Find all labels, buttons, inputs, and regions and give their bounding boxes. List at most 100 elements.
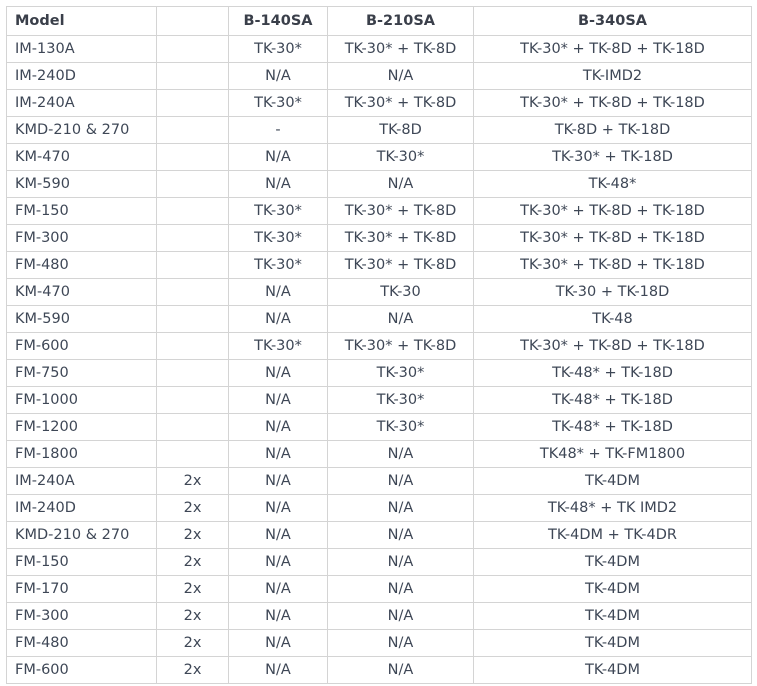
- cell-b-140sa: -: [228, 116, 328, 144]
- table-row: KM-470 N/A TK-30* TK-30* + TK-18D: [6, 143, 752, 171]
- cell-b-340sa: TK-4DM: [473, 575, 752, 603]
- cell-b-340sa: TK48* + TK-FM1800: [473, 440, 752, 468]
- table-row: FM-600 2x N/A N/A TK-4DM: [6, 656, 752, 684]
- cell-model: KM-470: [6, 143, 157, 171]
- cell-b-210sa: TK-30* + TK-8D: [327, 89, 474, 117]
- cell-b-210sa: TK-30*: [327, 386, 474, 414]
- table-row: IM-240D N/A N/A TK-IMD2: [6, 62, 752, 90]
- cell-b-340sa: TK-48*: [473, 170, 752, 198]
- cell-quantity: 2x: [156, 602, 229, 630]
- cell-b-340sa: TK-4DM: [473, 548, 752, 576]
- cell-b-210sa: N/A: [327, 629, 474, 657]
- cell-quantity: [156, 170, 229, 198]
- header-b-340sa: B-340SA: [473, 6, 752, 36]
- table-row: IM-240A 2x N/A N/A TK-4DM: [6, 467, 752, 495]
- table-row: FM-750 N/A TK-30* TK-48* + TK-18D: [6, 359, 752, 387]
- cell-b-340sa: TK-30* + TK-8D + TK-18D: [473, 197, 752, 225]
- cell-b-210sa: N/A: [327, 575, 474, 603]
- cell-model: FM-1200: [6, 413, 157, 441]
- cell-b-140sa: N/A: [228, 602, 328, 630]
- header-b-140sa: B-140SA: [228, 6, 328, 36]
- cell-model: FM-600: [6, 332, 157, 360]
- cell-b-210sa: N/A: [327, 440, 474, 468]
- table-row: IM-240D 2x N/A N/A TK-48* + TK IMD2: [6, 494, 752, 522]
- cell-b-210sa: TK-30* + TK-8D: [327, 332, 474, 360]
- cell-b-140sa: TK-30*: [228, 35, 328, 63]
- cell-quantity: [156, 116, 229, 144]
- cell-model: FM-480: [6, 251, 157, 279]
- cell-b-140sa: N/A: [228, 278, 328, 306]
- cell-b-210sa: TK-30: [327, 278, 474, 306]
- cell-b-340sa: TK-4DM + TK-4DR: [473, 521, 752, 549]
- cell-model: FM-1000: [6, 386, 157, 414]
- cell-b-140sa: N/A: [228, 629, 328, 657]
- cell-quantity: [156, 62, 229, 90]
- cell-b-340sa: TK-48* + TK-18D: [473, 386, 752, 414]
- cell-model: IM-240A: [6, 89, 157, 117]
- cell-b-340sa: TK-4DM: [473, 467, 752, 495]
- cell-b-210sa: N/A: [327, 494, 474, 522]
- cell-b-140sa: N/A: [228, 170, 328, 198]
- cell-b-140sa: N/A: [228, 305, 328, 333]
- cell-model: IM-130A: [6, 35, 157, 63]
- cell-quantity: [156, 224, 229, 252]
- cell-b-340sa: TK-48: [473, 305, 752, 333]
- cell-b-140sa: N/A: [228, 413, 328, 441]
- cell-b-210sa: N/A: [327, 305, 474, 333]
- cell-b-210sa: N/A: [327, 521, 474, 549]
- cell-quantity: 2x: [156, 521, 229, 549]
- cell-model: FM-170: [6, 575, 157, 603]
- table-row: FM-1200 N/A TK-30* TK-48* + TK-18D: [6, 413, 752, 441]
- cell-quantity: [156, 251, 229, 279]
- cell-quantity: [156, 278, 229, 306]
- cell-b-140sa: TK-30*: [228, 89, 328, 117]
- cell-b-210sa: N/A: [327, 467, 474, 495]
- cell-b-140sa: N/A: [228, 440, 328, 468]
- cell-model: KMD-210 & 270: [6, 521, 157, 549]
- table-row: FM-170 2x N/A N/A TK-4DM: [6, 575, 752, 603]
- cell-b-140sa: TK-30*: [228, 197, 328, 225]
- cell-b-210sa: N/A: [327, 656, 474, 684]
- table-header: Model B-140SA B-210SA B-340SA: [6, 6, 752, 36]
- cell-b-210sa: N/A: [327, 62, 474, 90]
- cell-b-210sa: N/A: [327, 602, 474, 630]
- cell-b-340sa: TK-4DM: [473, 629, 752, 657]
- cell-quantity: [156, 413, 229, 441]
- table-row: IM-240A TK-30* TK-30* + TK-8D TK-30* + TK-8…: [6, 89, 752, 117]
- cell-quantity: [156, 359, 229, 387]
- cell-b-340sa: TK-30* + TK-8D + TK-18D: [473, 35, 752, 63]
- table-row: KMD-210 & 270 2x N/A N/A TK-4DM + TK-4DR: [6, 521, 752, 549]
- cell-model: FM-300: [6, 224, 157, 252]
- header-model: Model: [6, 6, 157, 36]
- cell-model: FM-1800: [6, 440, 157, 468]
- cell-b-140sa: N/A: [228, 143, 328, 171]
- cell-b-140sa: N/A: [228, 467, 328, 495]
- cell-model: KM-590: [6, 305, 157, 333]
- header-quantity: [156, 6, 229, 36]
- cell-b-140sa: N/A: [228, 548, 328, 576]
- cell-b-140sa: TK-30*: [228, 332, 328, 360]
- cell-quantity: 2x: [156, 494, 229, 522]
- cell-b-210sa: N/A: [327, 170, 474, 198]
- cell-b-340sa: TK-48* + TK-18D: [473, 359, 752, 387]
- cell-b-340sa: TK-30* + TK-8D + TK-18D: [473, 332, 752, 360]
- cell-model: KMD-210 & 270: [6, 116, 157, 144]
- cell-b-140sa: N/A: [228, 359, 328, 387]
- cell-model: FM-150: [6, 197, 157, 225]
- header-b-210sa: B-210SA: [327, 6, 474, 36]
- cell-b-210sa: TK-8D: [327, 116, 474, 144]
- cell-quantity: [156, 440, 229, 468]
- table-row: KM-590 N/A N/A TK-48: [6, 305, 752, 333]
- cell-b-140sa: N/A: [228, 656, 328, 684]
- cell-quantity: [156, 35, 229, 63]
- cell-b-140sa: TK-30*: [228, 251, 328, 279]
- cell-b-140sa: N/A: [228, 575, 328, 603]
- cell-model: KM-590: [6, 170, 157, 198]
- table-row: FM-300 2x N/A N/A TK-4DM: [6, 602, 752, 630]
- cell-model: FM-480: [6, 629, 157, 657]
- cell-b-210sa: TK-30*: [327, 413, 474, 441]
- cell-quantity: [156, 197, 229, 225]
- cell-b-140sa: N/A: [228, 521, 328, 549]
- table-row: FM-150 2x N/A N/A TK-4DM: [6, 548, 752, 576]
- cell-model: IM-240D: [6, 62, 157, 90]
